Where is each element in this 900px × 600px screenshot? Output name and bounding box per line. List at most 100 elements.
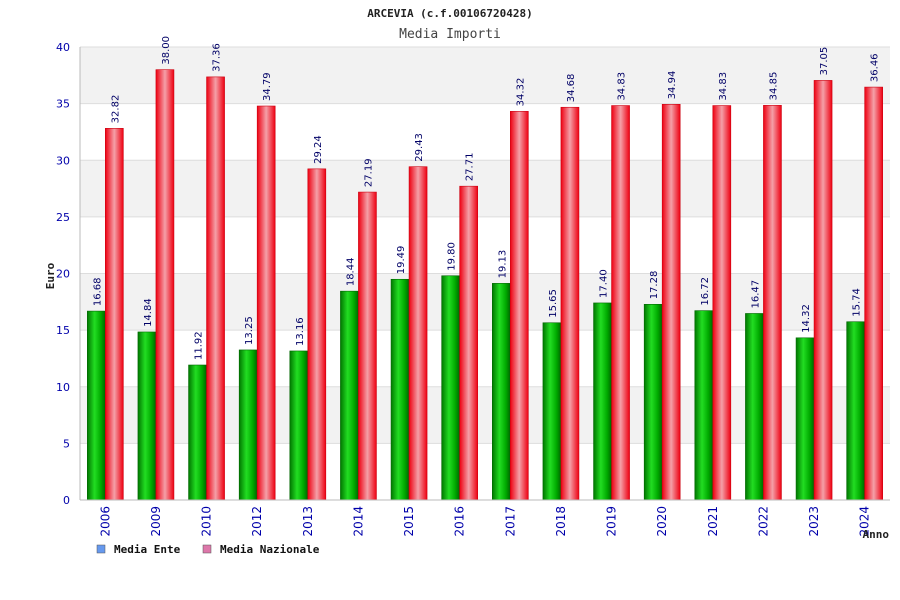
data-label-media-ente-2015: 19.49: [396, 246, 407, 275]
legend-swatch-media-nazionale: [202, 544, 212, 554]
x-tick-label: 2014: [351, 506, 365, 537]
data-label-media-ente-2009: 14.84: [143, 298, 154, 327]
bar-media-ente-2019: [593, 302, 612, 501]
bar-media-nazionale-2023: [813, 80, 833, 501]
bar-media-nazionale-2022: [763, 105, 782, 501]
x-tick-label: 2013: [301, 506, 315, 537]
bar-media-nazionale-2014: [358, 191, 377, 501]
y-tick-label: 15: [56, 324, 70, 337]
x-axis-ticks: 2006 2009 2010 2012 2013 2014 2015 2016 2017 2018…: [98, 506, 871, 537]
bar-media-ente-2014: [340, 290, 359, 501]
data-label-media-ente-2018: 15.65: [548, 289, 559, 318]
bar-media-ente-2020: [643, 304, 663, 501]
data-label-media-nazionale-2016: 27.71: [465, 153, 476, 182]
x-tick-label: 2010: [200, 506, 214, 537]
x-tick-label: 2024: [858, 506, 872, 537]
data-label-media-ente-2023: 14.32: [801, 304, 812, 333]
bar-media-nazionale-2015: [408, 166, 428, 501]
chart-subtitle: Media Importi: [399, 27, 501, 42]
bars: [87, 69, 883, 501]
x-tick-label: 2018: [554, 506, 568, 537]
y-tick-label: 5: [63, 437, 70, 450]
y-tick-label: 0: [63, 494, 70, 507]
bar-media-nazionale-2017: [510, 111, 529, 501]
x-tick-label: 2022: [756, 506, 770, 537]
data-label-media-ente-2024: 15.74: [852, 288, 863, 317]
x-tick-label: 2006: [98, 506, 112, 537]
y-tick-label: 30: [56, 154, 70, 167]
data-label-media-nazionale-2017: 34.32: [515, 78, 526, 107]
y-tick-label: 40: [56, 41, 70, 54]
data-label-media-nazionale-2020: 34.94: [667, 71, 678, 100]
data-label-media-nazionale-2006: 32.82: [110, 95, 121, 124]
legend-item-media-ente: Media Ente: [96, 543, 181, 556]
x-tick-label: 2021: [706, 506, 720, 537]
data-label-media-ente-2013: 13.16: [295, 317, 306, 346]
bar-media-ente-2018: [542, 322, 562, 501]
bar-media-ente-2021: [694, 310, 714, 501]
bar-media-nazionale-2012: [256, 105, 276, 501]
data-label-media-ente-2016: 19.80: [447, 242, 458, 271]
x-tick-label: 2017: [503, 506, 517, 537]
y-axis-ticks: 0 5 10 15 20 25 30 35 40: [56, 41, 70, 507]
y-axis-label: Euro: [44, 262, 57, 289]
bar-media-ente-2017: [492, 283, 511, 501]
data-label-media-nazionale-2012: 34.79: [262, 72, 273, 101]
data-label-media-ente-2021: 16.72: [700, 277, 711, 306]
bar-media-ente-2016: [441, 275, 460, 501]
data-label-media-nazionale-2015: 29.43: [414, 133, 425, 162]
data-labels: 16.68 32.82 14.84 38.00 11.92 37.36 13.25 34.79…: [92, 36, 880, 360]
data-label-media-nazionale-2010: 37.36: [212, 43, 223, 72]
bar-media-ente-2022: [745, 313, 764, 501]
bar-media-ente-2015: [390, 278, 410, 501]
data-label-media-nazionale-2023: 37.05: [819, 47, 830, 76]
x-tick-label: 2009: [149, 506, 163, 537]
legend-swatch-media-ente: [96, 544, 106, 554]
y-tick-label: 25: [56, 211, 70, 224]
bar-media-nazionale-2019: [611, 105, 630, 501]
data-label-media-nazionale-2013: 29.24: [313, 135, 324, 164]
data-label-media-nazionale-2019: 34.83: [617, 72, 628, 101]
legend-item-media-nazionale: Media Nazionale: [202, 543, 320, 556]
bar-media-nazionale-2024: [864, 86, 883, 501]
bar-media-nazionale-2006: [105, 128, 124, 501]
chart-title: ARCEVIA (c.f.00106720428): [367, 7, 533, 20]
x-axis-label: Anno: [863, 528, 890, 541]
x-tick-label: 2020: [655, 506, 669, 537]
data-label-media-ente-2006: 16.68: [92, 277, 103, 306]
data-label-media-ente-2012: 13.25: [244, 316, 255, 345]
data-label-media-ente-2017: 19.13: [497, 250, 508, 279]
data-label-media-nazionale-2018: 34.68: [566, 74, 577, 103]
bar-media-nazionale-2009: [155, 69, 175, 501]
x-tick-label: 2012: [250, 506, 264, 537]
data-label-media-nazionale-2021: 34.83: [718, 72, 729, 101]
data-label-media-ente-2019: 17.40: [599, 269, 610, 298]
bar-media-nazionale-2020: [661, 104, 681, 501]
bar-media-ente-2010: [188, 364, 207, 501]
data-label-media-nazionale-2014: 27.19: [363, 158, 374, 187]
bar-media-nazionale-2013: [307, 168, 327, 501]
data-label-media-nazionale-2009: 38.00: [161, 36, 172, 65]
bar-media-ente-2013: [289, 350, 309, 501]
data-label-media-ente-2010: 11.92: [194, 331, 205, 360]
bar-media-ente-2006: [87, 310, 106, 501]
bar-media-nazionale-2016: [459, 185, 478, 501]
bar-media-ente-2012: [238, 349, 258, 501]
bar-media-nazionale-2018: [560, 106, 580, 501]
legend: Media Ente Media Nazionale: [96, 543, 320, 556]
y-tick-label: 20: [56, 268, 70, 281]
y-tick-label: 35: [56, 98, 70, 111]
legend-label-media-nazionale: Media Nazionale: [220, 543, 320, 556]
data-label-media-nazionale-2022: 34.85: [768, 72, 779, 101]
x-tick-label: 2015: [402, 506, 416, 537]
data-label-media-ente-2014: 18.44: [345, 258, 356, 287]
bar-media-ente-2024: [846, 321, 865, 501]
data-label-media-ente-2020: 17.28: [649, 271, 660, 300]
bar-media-ente-2009: [137, 331, 157, 501]
bar-media-nazionale-2021: [712, 105, 732, 501]
bar-media-ente-2023: [795, 337, 815, 501]
bar-media-nazionale-2010: [206, 76, 225, 501]
x-tick-label: 2016: [453, 506, 467, 537]
data-label-media-ente-2022: 16.47: [750, 280, 761, 309]
